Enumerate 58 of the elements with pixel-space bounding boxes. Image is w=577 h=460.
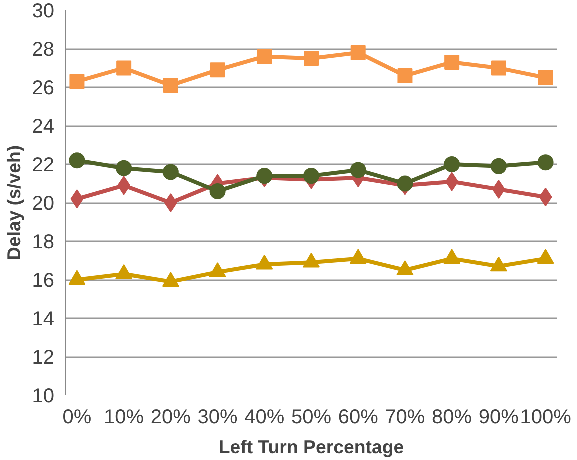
point [398, 68, 413, 84]
point [209, 262, 226, 278]
point [210, 183, 226, 200]
y-axis-title: Delay (s/veh) [3, 145, 24, 261]
point [257, 49, 272, 64]
point [537, 249, 554, 264]
point [538, 70, 554, 86]
y-tick-label: 20 [32, 193, 55, 215]
x-axis-title: Left Turn Percentage [218, 436, 404, 458]
point [444, 156, 460, 172]
point [491, 60, 506, 76]
y-tick-label: 24 [32, 116, 55, 138]
y-tick-label: 26 [32, 78, 55, 100]
y-tick-label: 28 [32, 39, 55, 61]
point [70, 74, 85, 90]
point [256, 254, 274, 270]
point [162, 272, 180, 288]
point [116, 160, 132, 176]
point [210, 62, 226, 78]
y-tick-label: 14 [32, 308, 55, 330]
point [256, 168, 273, 184]
point [303, 252, 320, 268]
x-tick-label: 10% [104, 406, 144, 428]
x-tick-label: 30% [198, 406, 238, 428]
point [116, 60, 132, 76]
x-tick-label: 70% [385, 406, 426, 428]
point [162, 164, 179, 180]
point [68, 270, 86, 286]
y-tick-label: 30 [32, 0, 55, 22]
point [397, 176, 414, 192]
point [163, 78, 178, 94]
x-tick-label: 100% [520, 406, 572, 428]
x-tick-label: 20% [150, 406, 192, 428]
x-tick-label: 40% [244, 406, 285, 428]
x-tick-label: 50% [291, 406, 332, 428]
y-tick-label: 16 [32, 270, 55, 292]
y-tick-label: 18 [32, 232, 55, 254]
point [350, 45, 366, 60]
y-tick-label: 10 [32, 386, 55, 408]
point [350, 249, 367, 264]
point [444, 249, 461, 264]
x-tick-label: 80% [432, 406, 472, 428]
point [350, 162, 366, 178]
y-tick-label: 22 [32, 154, 55, 176]
point [396, 260, 414, 276]
x-tick-label: 90% [478, 406, 520, 428]
point [490, 158, 507, 174]
point [116, 264, 133, 280]
point [538, 154, 554, 171]
x-tick-label: 60% [338, 406, 379, 428]
point [444, 54, 460, 70]
point [490, 256, 508, 272]
y-tick-label: 12 [32, 347, 55, 369]
point [69, 152, 86, 169]
point [304, 51, 319, 66]
point [164, 194, 178, 212]
x-tick-label: 0% [62, 406, 92, 428]
point [304, 168, 320, 184]
